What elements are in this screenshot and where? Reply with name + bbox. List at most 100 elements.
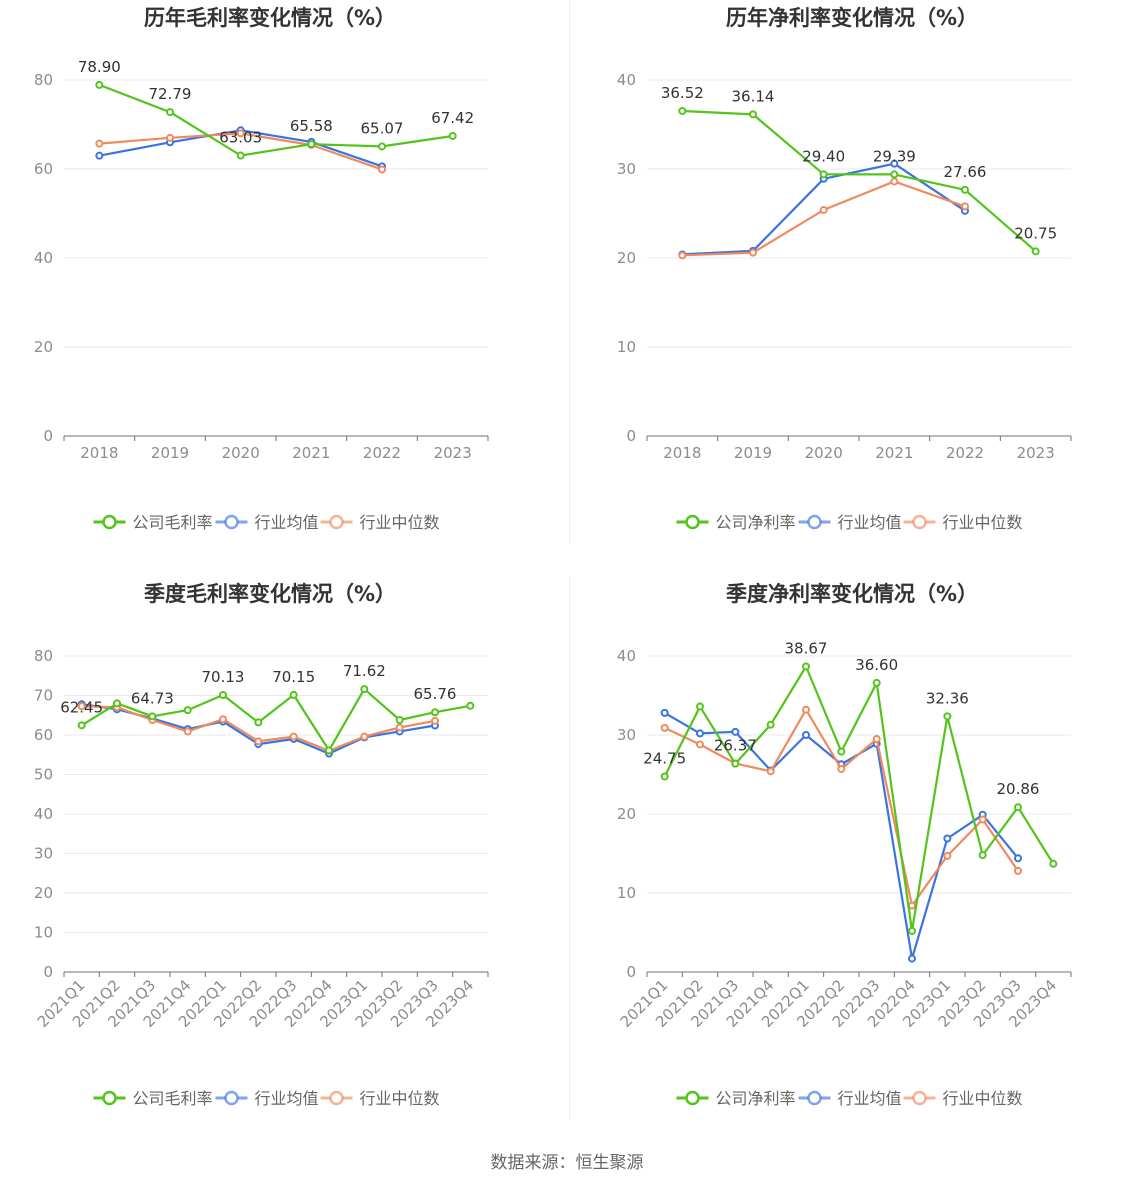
legend-item-industry-avg[interactable]: 行业均值 bbox=[798, 513, 902, 532]
data-point[interactable] bbox=[749, 110, 757, 119]
data-point[interactable] bbox=[1014, 854, 1022, 863]
chart-panel-3: 季度毛利率变化情况（%）010203040506070802021Q12021Q… bbox=[34, 582, 489, 1108]
data-point[interactable] bbox=[961, 185, 969, 194]
legend-item-industry-median[interactable]: 行业中位数 bbox=[903, 513, 1023, 532]
data-point[interactable] bbox=[95, 139, 104, 148]
legend-item-industry-avg[interactable]: 行业均值 bbox=[798, 1089, 902, 1108]
legend-label: 行业均值 bbox=[255, 1089, 319, 1108]
data-label: 70.13 bbox=[202, 668, 245, 686]
data-point[interactable] bbox=[1014, 866, 1022, 875]
data-point[interactable] bbox=[961, 202, 969, 211]
data-point[interactable] bbox=[360, 685, 369, 694]
legend-item-industry-avg[interactable]: 行业均值 bbox=[215, 513, 319, 532]
data-point[interactable] bbox=[1031, 247, 1040, 256]
data-point[interactable] bbox=[77, 702, 86, 711]
data-point[interactable] bbox=[749, 248, 757, 257]
legend-item-company[interactable]: 公司净利率 bbox=[676, 1089, 796, 1108]
legend-item-industry-median[interactable]: 行业中位数 bbox=[903, 1089, 1023, 1108]
data-point[interactable] bbox=[95, 80, 104, 89]
data-point[interactable] bbox=[378, 142, 386, 151]
data-point[interactable] bbox=[236, 151, 245, 160]
legend-label: 公司净利率 bbox=[716, 1089, 796, 1108]
data-point[interactable] bbox=[837, 764, 846, 773]
data-point[interactable] bbox=[802, 662, 810, 671]
data-point[interactable] bbox=[731, 759, 740, 768]
legend-label: 行业中位数 bbox=[943, 513, 1023, 532]
data-point[interactable] bbox=[219, 690, 227, 699]
data-point[interactable] bbox=[236, 129, 245, 138]
data-point[interactable] bbox=[166, 133, 174, 142]
data-point[interactable] bbox=[978, 851, 987, 860]
data-point[interactable] bbox=[696, 729, 704, 738]
y-tick-label: 40 bbox=[34, 249, 53, 267]
data-point[interactable] bbox=[219, 715, 227, 724]
data-point[interactable] bbox=[696, 702, 704, 711]
data-point[interactable] bbox=[448, 131, 457, 140]
data-point[interactable] bbox=[113, 699, 121, 708]
data-point[interactable] bbox=[908, 901, 916, 910]
data-point[interactable] bbox=[289, 690, 298, 699]
chart-title: 季度毛利率变化情况（%） bbox=[144, 582, 396, 606]
data-label: 67.42 bbox=[431, 109, 474, 127]
data-point[interactable] bbox=[819, 205, 828, 214]
legend-item-company[interactable]: 公司毛利率 bbox=[93, 513, 213, 532]
data-point[interactable] bbox=[1014, 803, 1022, 812]
data-point[interactable] bbox=[943, 851, 952, 860]
data-point[interactable] bbox=[802, 731, 810, 739]
data-point[interactable] bbox=[254, 718, 263, 727]
data-point[interactable] bbox=[395, 723, 404, 732]
data-point[interactable] bbox=[95, 151, 104, 160]
data-point[interactable] bbox=[254, 737, 263, 746]
data-point[interactable] bbox=[395, 715, 404, 724]
data-point[interactable] bbox=[766, 720, 775, 729]
data-point[interactable] bbox=[360, 732, 369, 741]
data-point[interactable] bbox=[166, 108, 174, 117]
data-point[interactable] bbox=[890, 177, 899, 186]
data-label: 24.75 bbox=[643, 749, 686, 767]
data-point[interactable] bbox=[325, 746, 333, 755]
data-point[interactable] bbox=[943, 712, 952, 721]
data-point[interactable] bbox=[678, 106, 687, 115]
data-point[interactable] bbox=[289, 732, 298, 741]
data-point[interactable] bbox=[872, 734, 881, 743]
data-point[interactable] bbox=[307, 140, 316, 149]
data-point[interactable] bbox=[872, 678, 881, 687]
data-point[interactable] bbox=[943, 834, 952, 843]
data-point[interactable] bbox=[431, 708, 439, 717]
legend-marker-icon bbox=[912, 514, 927, 530]
data-point[interactable] bbox=[908, 926, 916, 935]
data-point[interactable] bbox=[696, 740, 704, 749]
data-point[interactable] bbox=[978, 815, 987, 824]
legend-item-industry-median[interactable]: 行业中位数 bbox=[320, 513, 440, 532]
data-point[interactable] bbox=[183, 727, 192, 736]
legend-item-company[interactable]: 公司毛利率 bbox=[93, 1089, 213, 1108]
data-point[interactable] bbox=[378, 165, 386, 174]
data-point[interactable] bbox=[660, 723, 669, 732]
series-line-company bbox=[663, 665, 1055, 932]
data-point[interactable] bbox=[890, 170, 899, 179]
data-point[interactable] bbox=[660, 708, 669, 717]
data-label: 63.03 bbox=[219, 129, 262, 147]
data-point[interactable] bbox=[183, 706, 192, 715]
data-point[interactable] bbox=[148, 712, 157, 721]
data-point[interactable] bbox=[731, 727, 740, 736]
data-point[interactable] bbox=[837, 747, 846, 756]
legend-label: 行业中位数 bbox=[360, 513, 440, 532]
data-point[interactable] bbox=[77, 721, 86, 730]
legend-item-company[interactable]: 公司净利率 bbox=[676, 513, 796, 532]
data-point[interactable] bbox=[660, 772, 669, 781]
data-point[interactable] bbox=[466, 701, 475, 710]
data-point[interactable] bbox=[890, 159, 899, 168]
legend-item-industry-median[interactable]: 行业中位数 bbox=[320, 1089, 440, 1108]
data-point[interactable] bbox=[1049, 859, 1058, 868]
legend-item-industry-avg[interactable]: 行业均值 bbox=[215, 1089, 319, 1108]
data-point[interactable] bbox=[431, 716, 439, 725]
data-point[interactable] bbox=[908, 954, 916, 963]
data-point[interactable] bbox=[819, 170, 828, 179]
data-point[interactable] bbox=[802, 705, 810, 714]
x-tick-label: 2018 bbox=[80, 444, 118, 462]
data-point[interactable] bbox=[766, 767, 775, 776]
data-point[interactable] bbox=[678, 251, 687, 260]
y-tick-label: 30 bbox=[617, 726, 636, 744]
y-tick-label: 20 bbox=[617, 249, 636, 267]
